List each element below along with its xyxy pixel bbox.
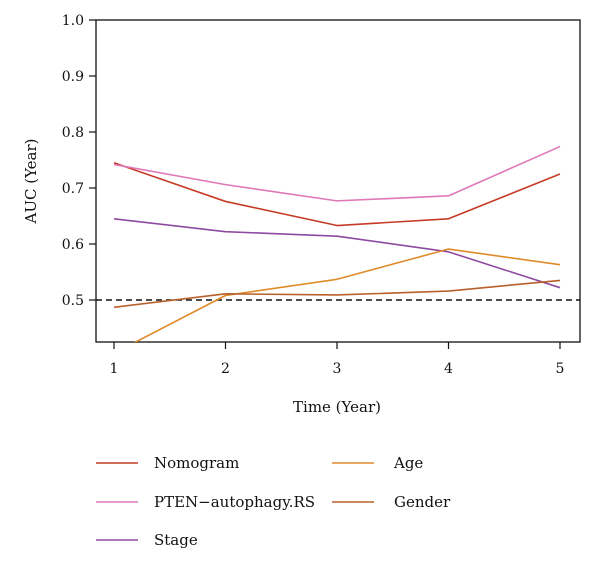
y-axis: 0.5 0.6 0.7 0.8 0.9 1.0 [62,13,96,309]
x-axis: 1 2 3 4 5 [110,342,565,377]
x-tick-label: 4 [444,361,453,377]
x-tick-label: 1 [110,361,119,377]
series-layer [113,145,561,342]
x-tick-label: 2 [221,361,230,377]
series-line-pten-autophagy-rs [113,145,561,202]
series-line-stage [113,218,561,289]
legend-item: Gender [332,493,451,511]
legend-label: Age [393,454,423,472]
y-tick-label: 0.8 [62,125,84,141]
plot-frame [95,19,581,343]
legend-label: PTEN−autophagy.RS [154,493,315,511]
x-tick-label: 5 [556,361,565,377]
y-axis-label: AUC (Year) [22,138,40,224]
x-tick-label: 3 [333,361,342,377]
y-tick-label: 0.9 [62,69,84,85]
legend-item: PTEN−autophagy.RS [96,493,315,511]
y-tick-label: 1.0 [62,13,84,29]
series-line-nomogram [113,162,561,227]
legend-item: Nomogram [96,454,239,472]
series-line-age [133,248,561,342]
y-tick-label: 0.6 [62,237,84,253]
legend-label: Gender [394,493,451,511]
legend-item: Stage [96,531,198,549]
x-axis-label: Time (Year) [293,398,381,416]
y-tick-label: 0.5 [62,293,84,309]
y-tick-label: 0.7 [62,181,84,197]
legend-item: Age [332,454,423,472]
series-line-gender [113,279,561,309]
legend: Nomogram PTEN−autophagy.RS Stage Age Gender [96,454,451,549]
legend-label: Nomogram [154,454,239,472]
legend-label: Stage [154,531,198,549]
